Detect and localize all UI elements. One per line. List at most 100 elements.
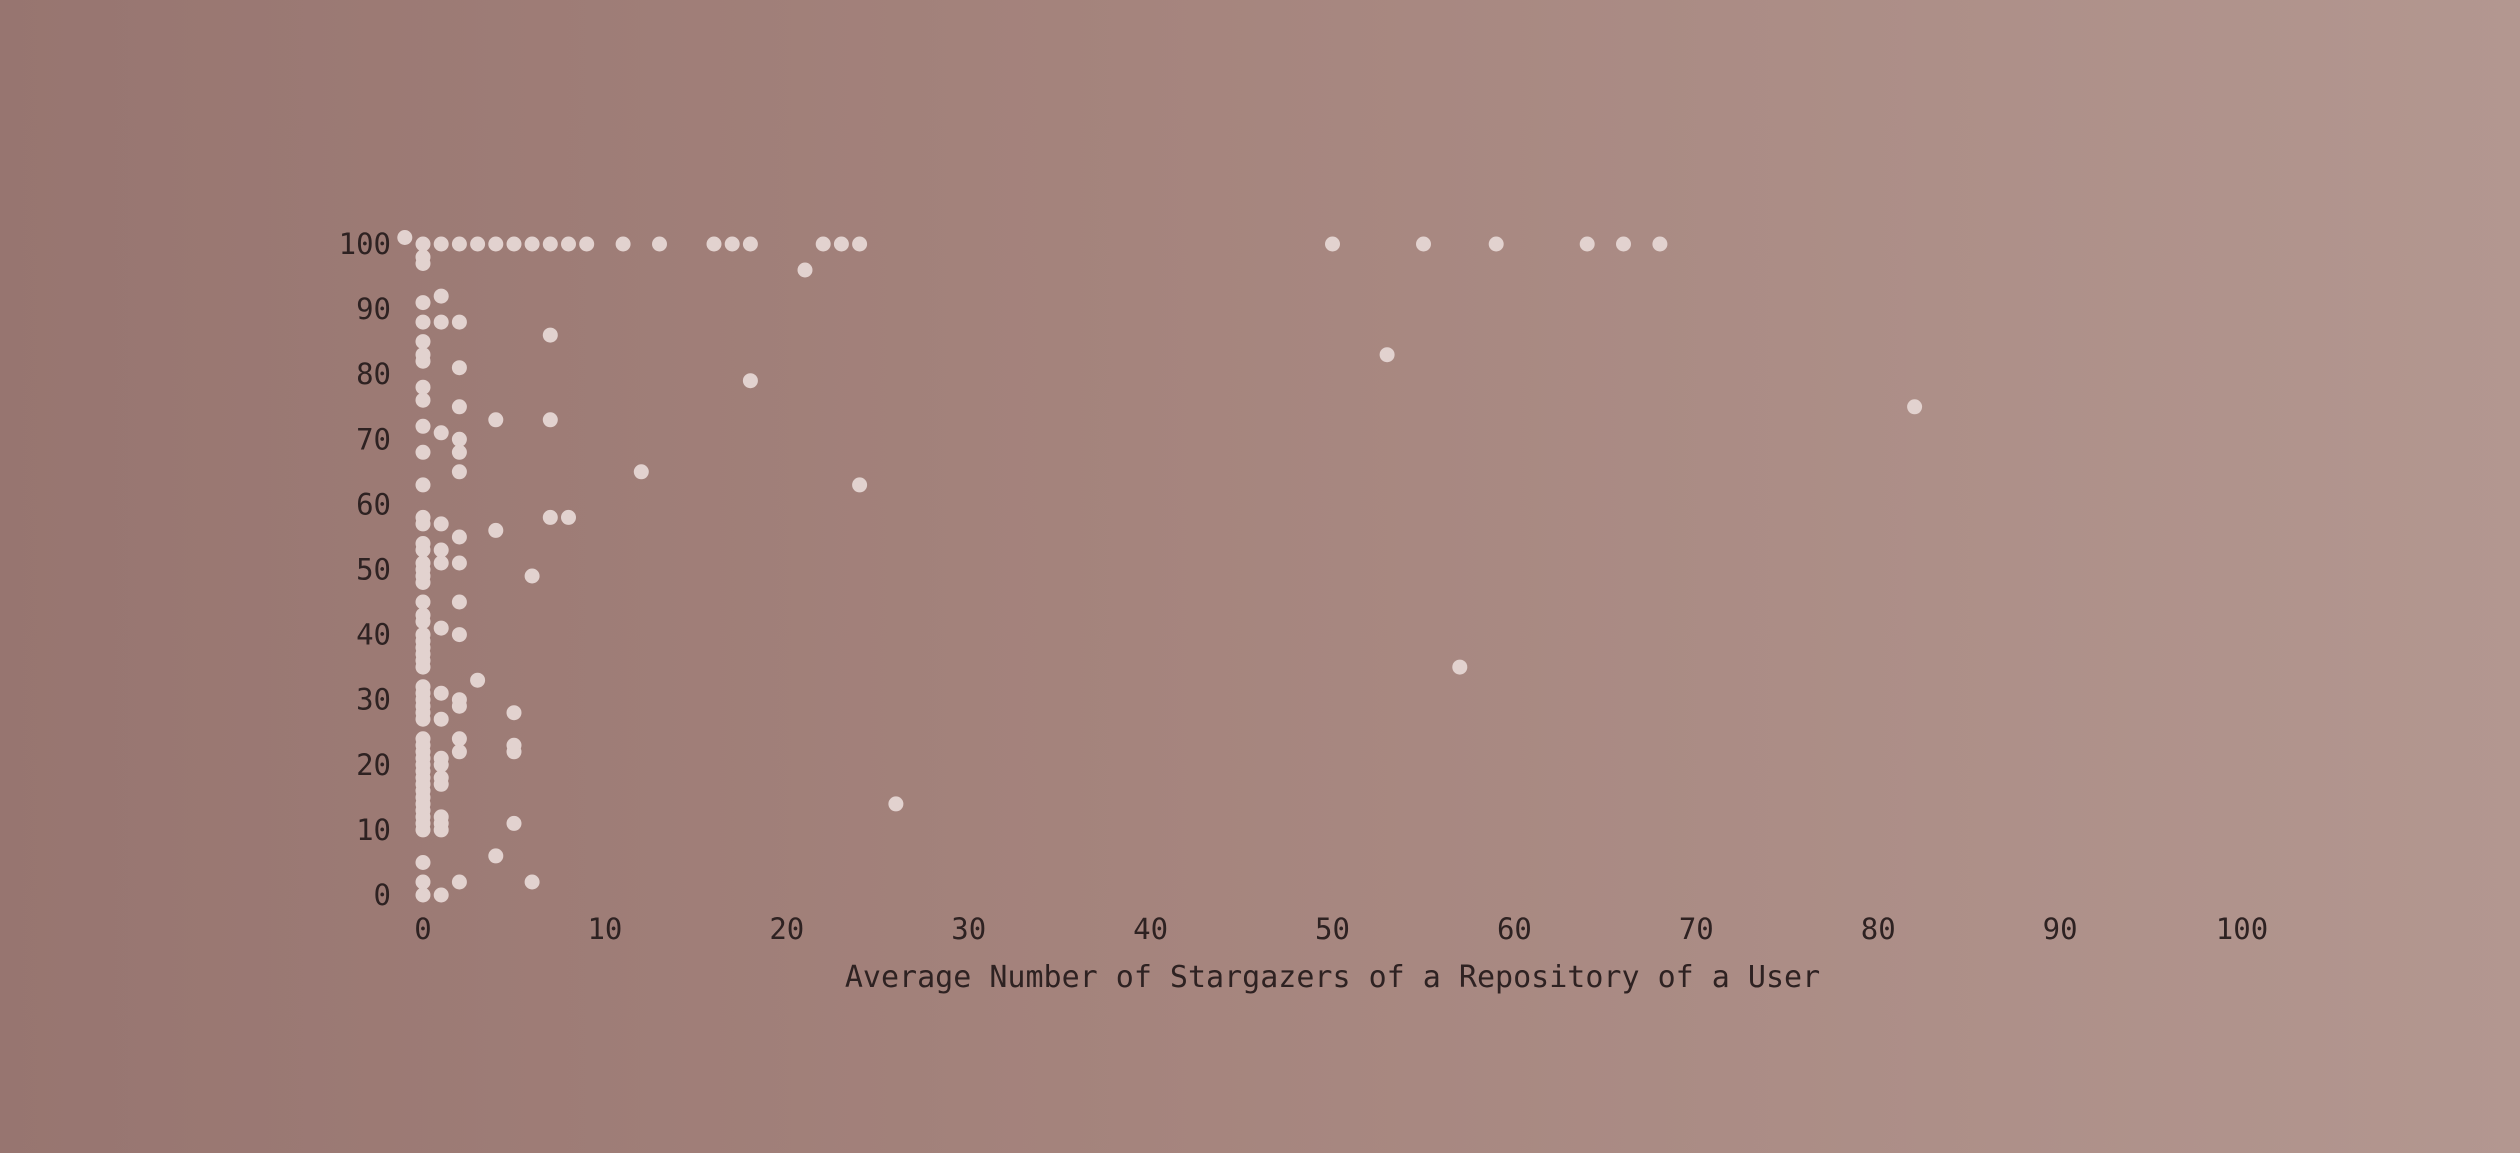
y-tick-label: 40	[356, 618, 391, 652]
x-tick-label: 10	[587, 912, 622, 946]
scatter-point	[579, 236, 595, 252]
scatter-point	[415, 392, 431, 408]
scatter-point	[433, 620, 449, 636]
scatter-point	[415, 353, 431, 369]
y-tick-label: 20	[356, 748, 391, 782]
scatter-point	[742, 373, 758, 389]
x-tick-label: 60	[1497, 912, 1532, 946]
scatter-point	[451, 555, 467, 571]
scatter-point	[833, 236, 849, 252]
scatter-point	[433, 542, 449, 558]
x-tick-label: 30	[951, 912, 986, 946]
scatter-point	[451, 360, 467, 376]
scatter-point	[415, 334, 431, 350]
x-axis-title: Average Number of Stargazers of a Reposi…	[845, 960, 1820, 995]
scatter-point	[506, 236, 522, 252]
scatter-point	[524, 236, 540, 252]
y-tick-label: 80	[356, 357, 391, 391]
x-tick-label: 100	[2216, 912, 2268, 946]
scatter-point	[415, 887, 431, 903]
scatter-point	[433, 887, 449, 903]
scatter-point	[742, 236, 758, 252]
scatter-point	[451, 744, 467, 760]
scatter-point	[815, 236, 831, 252]
y-tick-label: 100	[339, 227, 391, 261]
scatter-point	[415, 295, 431, 311]
scatter-point	[433, 822, 449, 838]
y-tick-label: 0	[374, 878, 391, 912]
scatter-point	[451, 731, 467, 747]
scatter-point	[488, 412, 504, 428]
scatter-point	[724, 236, 740, 252]
scatter-point	[451, 874, 467, 890]
scatter-point	[1416, 236, 1431, 252]
scatter-point	[451, 399, 467, 415]
scatter-point	[1907, 399, 1923, 415]
scatter-point	[542, 412, 558, 428]
scatter-point	[488, 848, 504, 864]
scatter-point	[524, 568, 540, 584]
scatter-point	[506, 744, 522, 760]
scatter-point	[433, 711, 449, 727]
scatter-points	[397, 230, 1923, 903]
scatter-point	[1325, 236, 1340, 252]
scatter-point	[470, 672, 486, 688]
scatter-point	[415, 236, 431, 252]
x-tick-label: 90	[2043, 912, 2078, 946]
scatter-point	[397, 230, 413, 245]
scatter-point	[652, 236, 667, 252]
scatter-point	[1488, 236, 1504, 252]
scatter-point	[415, 575, 431, 590]
scatter-point	[506, 815, 522, 831]
scatter-point	[415, 659, 431, 675]
scatter-point	[1379, 347, 1395, 363]
scatter-point	[433, 555, 449, 571]
scatter-point	[451, 431, 467, 447]
y-tick-label: 10	[356, 813, 391, 847]
scatter-point	[415, 614, 431, 630]
scatter-point	[797, 262, 813, 278]
scatter-point	[451, 594, 467, 610]
scatter-point	[415, 874, 431, 890]
scatter-point	[433, 425, 449, 441]
scatter-point	[451, 529, 467, 545]
scatter-point	[524, 874, 540, 890]
y-tick-label: 90	[356, 292, 391, 326]
scatter-point	[470, 236, 486, 252]
scatter-point	[433, 288, 449, 304]
scatter-point	[852, 236, 868, 252]
scatter-point	[415, 477, 431, 493]
x-tick-label: 80	[1861, 912, 1896, 946]
scatter-point	[415, 444, 431, 460]
scatter-point	[561, 509, 576, 525]
scatter-point	[1616, 236, 1631, 252]
scatter-point	[633, 464, 649, 480]
scatter-point	[615, 236, 631, 252]
x-tick-label: 20	[769, 912, 804, 946]
scatter-point	[488, 236, 504, 252]
scatter-point	[706, 236, 722, 252]
scatter-point	[415, 379, 431, 395]
y-tick-label: 30	[356, 683, 391, 717]
scatter-point	[433, 314, 449, 330]
scatter-point	[852, 477, 868, 493]
scatter-point	[451, 314, 467, 330]
scatter-point	[433, 685, 449, 701]
y-tick-label: 60	[356, 487, 391, 521]
y-tick-label: 70	[356, 422, 391, 456]
scatter-point	[488, 522, 504, 538]
x-tick-label: 50	[1315, 912, 1350, 946]
scatter-point	[433, 757, 449, 773]
scatter-point	[1452, 659, 1468, 675]
scatter-point	[451, 236, 467, 252]
scatter-point	[451, 627, 467, 643]
scatter-point	[1579, 236, 1595, 252]
scatter-point	[415, 516, 431, 532]
x-tick-label: 0	[414, 912, 431, 946]
scatter-point	[433, 236, 449, 252]
scatter-point	[415, 314, 431, 330]
scatter-point	[451, 698, 467, 714]
y-tick-label: 50	[356, 553, 391, 587]
scatter-point	[415, 418, 431, 434]
